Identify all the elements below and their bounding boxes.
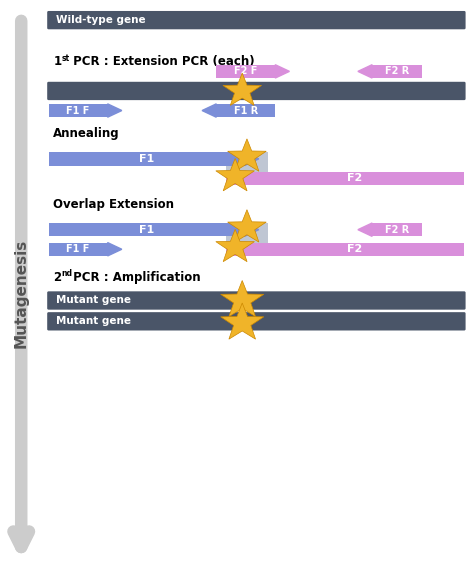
Text: F1 R: F1 R [234, 105, 258, 115]
Text: Wild-type gene: Wild-type gene [56, 15, 145, 25]
FancyBboxPatch shape [47, 82, 466, 100]
FancyBboxPatch shape [216, 64, 276, 78]
FancyBboxPatch shape [48, 152, 245, 165]
Text: F2: F2 [347, 244, 362, 254]
FancyBboxPatch shape [226, 152, 268, 185]
FancyBboxPatch shape [48, 104, 108, 117]
Text: F2 R: F2 R [385, 224, 409, 234]
Text: F1: F1 [139, 224, 154, 234]
FancyBboxPatch shape [47, 11, 466, 29]
Polygon shape [245, 223, 259, 236]
Text: F2 F: F2 F [234, 66, 257, 76]
Text: Mutant gene: Mutant gene [56, 316, 131, 326]
Polygon shape [216, 158, 255, 191]
Polygon shape [276, 64, 289, 78]
Text: Mutant gene: Mutant gene [56, 295, 131, 305]
Polygon shape [108, 243, 122, 256]
Text: F1: F1 [139, 154, 154, 164]
Text: 1: 1 [53, 55, 61, 69]
Polygon shape [221, 281, 264, 316]
Text: F2: F2 [347, 173, 362, 183]
FancyBboxPatch shape [372, 223, 422, 236]
Text: F1 F: F1 F [66, 105, 90, 115]
Text: Overlap Extension: Overlap Extension [53, 198, 174, 211]
Polygon shape [221, 303, 264, 339]
FancyBboxPatch shape [47, 291, 466, 309]
Polygon shape [228, 139, 266, 171]
Text: PCR : Amplification: PCR : Amplification [69, 271, 201, 284]
FancyBboxPatch shape [226, 172, 464, 185]
FancyBboxPatch shape [47, 312, 466, 331]
Polygon shape [216, 229, 255, 262]
FancyBboxPatch shape [48, 223, 245, 236]
Polygon shape [223, 73, 262, 105]
Text: Annealing: Annealing [53, 127, 120, 141]
Polygon shape [358, 223, 372, 236]
FancyBboxPatch shape [216, 104, 276, 117]
Polygon shape [358, 64, 372, 78]
Text: F2 R: F2 R [385, 66, 409, 76]
Text: nd: nd [61, 270, 72, 278]
Polygon shape [202, 104, 216, 117]
FancyBboxPatch shape [226, 223, 268, 256]
Polygon shape [108, 104, 122, 117]
Text: 2: 2 [53, 271, 61, 284]
Polygon shape [228, 210, 266, 242]
FancyBboxPatch shape [48, 243, 108, 256]
Text: F1 F: F1 F [66, 244, 90, 254]
Text: st: st [61, 54, 69, 63]
Text: PCR : Extension PCR (each): PCR : Extension PCR (each) [69, 55, 255, 69]
FancyBboxPatch shape [372, 64, 422, 78]
Polygon shape [245, 152, 259, 165]
Text: Mutagenesis: Mutagenesis [14, 239, 28, 347]
FancyBboxPatch shape [226, 243, 464, 256]
